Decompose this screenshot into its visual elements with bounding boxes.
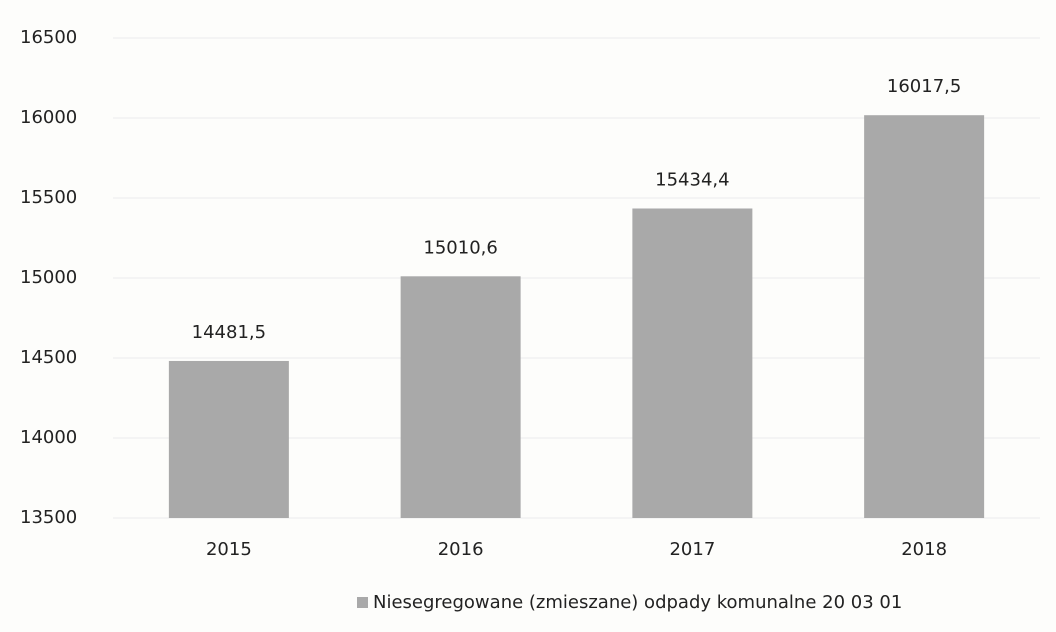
- x-tick-label: 2015: [206, 539, 252, 560]
- bar: [864, 115, 985, 518]
- x-tick-label: 2016: [438, 539, 484, 560]
- bar: [400, 276, 521, 518]
- y-tick-label: 16500: [20, 27, 77, 48]
- legend-label: Niesegregowane (zmieszane) odpady komuna…: [373, 592, 902, 613]
- bar: [168, 360, 289, 518]
- y-tick-label: 15500: [20, 187, 77, 208]
- y-tick-label: 14000: [20, 427, 77, 448]
- y-tick-label: 14500: [20, 347, 77, 368]
- y-tick-label: 15000: [20, 267, 77, 288]
- x-tick-label: 2018: [901, 539, 947, 560]
- y-tick-label: 13500: [20, 507, 77, 528]
- x-tick-label: 2017: [669, 539, 715, 560]
- value-label: 15434,4: [655, 169, 729, 190]
- value-label: 16017,5: [887, 76, 961, 97]
- value-label: 15010,6: [423, 237, 497, 258]
- y-tick-label: 16000: [20, 107, 77, 128]
- legend-swatch: [357, 597, 368, 608]
- value-label: 14481,5: [192, 322, 266, 343]
- bar: [632, 208, 753, 518]
